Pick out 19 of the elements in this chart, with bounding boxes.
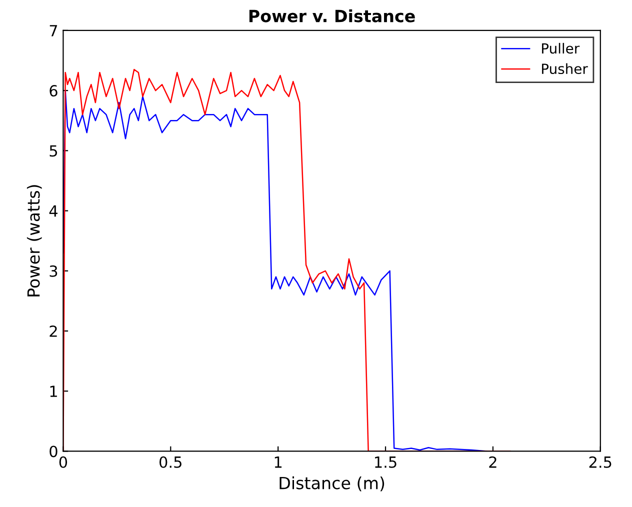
legend-label: Puller (542, 42, 580, 54)
x-tick-label: 1 (274, 456, 282, 468)
y-tick-label: 0 (50, 446, 58, 458)
y-axis-title: Power (watts) (26, 185, 42, 296)
x-tick-label: 0 (59, 456, 68, 468)
y-tick-label: 5 (50, 145, 58, 157)
x-tick-label: 0.5 (160, 456, 182, 468)
x-tick-label: 1.5 (375, 456, 396, 468)
y-tick-label: 3 (50, 265, 58, 277)
y-tick-label: 7 (50, 25, 58, 36)
x-tick-label: 2 (489, 456, 496, 468)
legend-label: Pusher (542, 63, 588, 74)
y-tick-label: 4 (49, 205, 58, 217)
y-tick-label: 2 (50, 325, 57, 337)
x-tick-label: 2.5 (589, 456, 612, 468)
x-axis-title: Distance (m) (280, 476, 384, 492)
chart-title: Power v. Distance (249, 9, 415, 22)
y-tick-label: 1 (50, 386, 57, 397)
y-tick-label: 6 (50, 85, 58, 97)
